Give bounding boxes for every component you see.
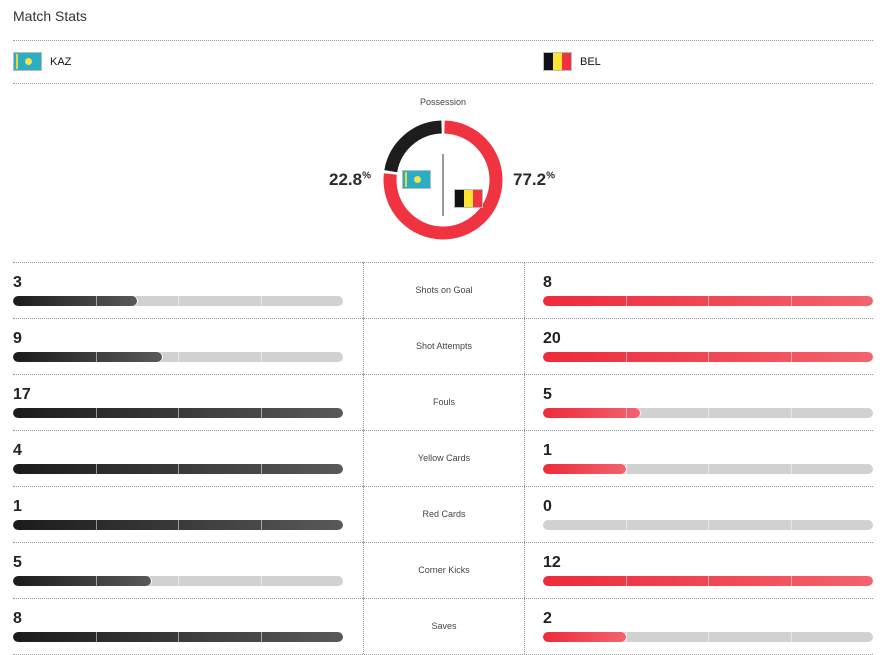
home-stat-fill	[13, 352, 162, 362]
page-title: Match Stats	[13, 8, 87, 24]
stat-label: Saves	[363, 598, 525, 654]
away-possession-value: 77.2	[513, 170, 547, 189]
away-team: BEL	[543, 52, 601, 71]
home-stat-value: 3	[13, 274, 22, 291]
divider	[13, 430, 873, 431]
home-stat-value: 5	[13, 554, 22, 571]
home-stat-bar	[13, 464, 343, 474]
stat-label: Corner Kicks	[363, 542, 525, 598]
home-stat-bar	[13, 632, 343, 642]
home-stat-bar	[13, 576, 343, 586]
divider	[13, 40, 873, 41]
away-possession-arc	[383, 120, 503, 240]
away-stat-bar	[543, 632, 873, 642]
possession-donut	[383, 120, 503, 240]
divider	[13, 318, 873, 319]
percent-sign: %	[546, 170, 555, 182]
home-stat-bar	[13, 352, 343, 362]
away-stat-fill	[543, 464, 626, 474]
divider	[13, 374, 873, 375]
home-stat-value: 1	[13, 498, 22, 515]
home-stat-value: 9	[13, 330, 22, 347]
home-possession-value: 22.8	[329, 170, 363, 189]
belgium-flag-icon	[454, 189, 483, 208]
away-stat-value: 12	[543, 554, 561, 571]
home-team: KAZ	[13, 52, 71, 71]
away-stat-value: 5	[543, 386, 552, 403]
home-possession-arc	[383, 120, 503, 240]
away-stat-bar	[543, 576, 873, 586]
stat-row: 8 Saves 2	[13, 598, 873, 654]
home-possession: 22.8%	[329, 170, 371, 190]
away-stat-value: 8	[543, 274, 552, 291]
stat-row: 4 Yellow Cards 1	[13, 430, 873, 486]
divider	[13, 486, 873, 487]
home-stat-value: 4	[13, 442, 22, 459]
away-possession: 77.2%	[513, 170, 555, 190]
stat-row: 1 Red Cards 0	[13, 486, 873, 542]
away-team-abbr: BEL	[580, 55, 601, 68]
stat-label: Shots on Goal	[363, 262, 525, 318]
home-stat-bar	[13, 408, 343, 418]
belgium-flag-icon	[543, 52, 572, 71]
away-stat-bar	[543, 352, 873, 362]
away-stat-bar	[543, 408, 873, 418]
stat-row: 9 Shot Attempts 20	[13, 318, 873, 374]
home-stat-fill	[13, 296, 137, 306]
away-stat-value: 2	[543, 610, 552, 627]
divider	[13, 542, 873, 543]
kazakhstan-flag-icon	[13, 52, 42, 71]
home-stat-value: 17	[13, 386, 31, 403]
stat-label: Red Cards	[363, 486, 525, 542]
home-team-abbr: KAZ	[50, 55, 72, 68]
stat-label: Shot Attempts	[363, 318, 525, 374]
away-stat-bar	[543, 464, 873, 474]
away-stat-bar	[543, 520, 873, 530]
home-stat-value: 8	[13, 610, 22, 627]
stat-label: Yellow Cards	[363, 430, 525, 486]
away-stat-fill	[543, 632, 626, 642]
stat-row: 3 Shots on Goal 8	[13, 262, 873, 318]
stat-label: Fouls	[363, 374, 525, 430]
percent-sign: %	[362, 170, 371, 182]
away-stat-value: 0	[543, 498, 552, 515]
kazakhstan-flag-icon	[402, 170, 431, 189]
away-stat-bar	[543, 296, 873, 306]
stat-row: 17 Fouls 5	[13, 374, 873, 430]
away-stat-fill	[543, 408, 641, 418]
stat-row: 5 Corner Kicks 12	[13, 542, 873, 598]
home-stat-bar	[13, 296, 343, 306]
away-stat-value: 1	[543, 442, 552, 459]
divider	[13, 262, 873, 263]
possession-label: Possession	[419, 97, 467, 107]
away-stat-value: 20	[543, 330, 561, 347]
home-stat-bar	[13, 520, 343, 530]
divider	[13, 83, 873, 84]
home-stat-fill	[13, 576, 151, 586]
divider	[13, 598, 873, 599]
